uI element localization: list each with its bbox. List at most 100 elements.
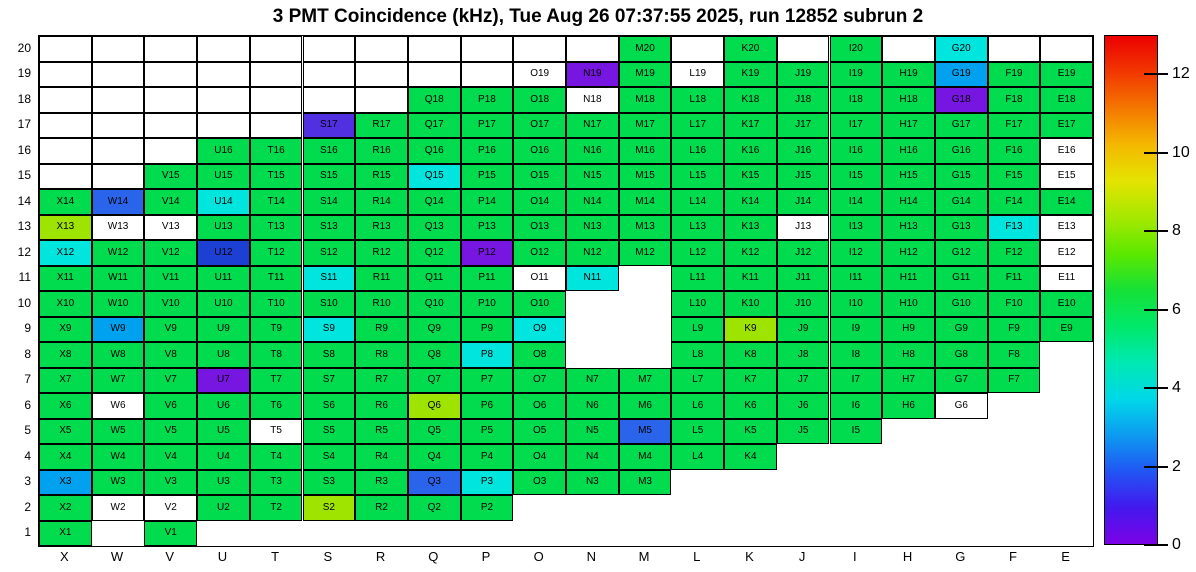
cell-W14: W14 [91, 189, 145, 215]
cell-Q4: Q4 [407, 444, 461, 470]
cell-K19: K19 [724, 61, 777, 87]
cell-M15: M15 [618, 163, 672, 189]
cell-N5: N5 [566, 418, 619, 444]
cell-R4: R4 [355, 444, 408, 470]
cell-F10: F10 [987, 291, 1041, 317]
x-tick-label-I: I [853, 549, 857, 564]
cell-T9: T9 [249, 316, 303, 342]
y-tick-label-19: 19 [17, 66, 31, 81]
x-tick-label-J: J [798, 549, 806, 564]
cell-Q17: Q17 [407, 112, 461, 138]
colorbar-tick-label-0: 0 [1172, 536, 1181, 553]
cell-N14: N14 [566, 189, 619, 215]
cell-Q2: Q2 [407, 495, 461, 521]
cell-J14: J14 [776, 189, 830, 215]
cell-T4: T4 [249, 444, 303, 470]
cell-W13: W13 [91, 214, 145, 240]
empty-cell-E20 [1040, 36, 1093, 62]
empty-cell-T20 [249, 36, 303, 62]
cell-H13: H13 [882, 214, 935, 240]
y-tick-label-5: 5 [24, 423, 31, 438]
cell-P13: P13 [460, 214, 514, 240]
cell-X5: X5 [39, 418, 92, 444]
empty-cell-X15 [39, 163, 92, 189]
cell-K13: K13 [724, 214, 777, 240]
cell-L12: L12 [671, 240, 725, 266]
cell-J16: J16 [776, 138, 830, 164]
cell-G11: G11 [934, 265, 988, 291]
cell-U11: U11 [197, 265, 250, 291]
cell-G9: G9 [934, 316, 988, 342]
cell-I20: I20 [829, 36, 883, 62]
cell-T14: T14 [249, 189, 303, 215]
x-tick-label-O: O [533, 549, 544, 564]
cell-L10: L10 [671, 291, 725, 317]
cell-O10: O10 [513, 291, 566, 317]
cell-M3: M3 [618, 469, 672, 495]
cell-G8: G8 [934, 342, 988, 368]
cell-J11: J11 [776, 265, 830, 291]
empty-cell-S19 [302, 61, 356, 87]
cell-G18: G18 [934, 87, 988, 113]
cell-K8: K8 [724, 342, 777, 368]
x-tick-label-N: N [586, 549, 597, 564]
cell-X2: X2 [39, 495, 92, 521]
empty-cell-W17 [91, 112, 145, 138]
y-tick-label-20: 20 [17, 40, 31, 55]
cell-L17: L17 [671, 112, 725, 138]
cell-M13: M13 [618, 214, 672, 240]
empty-cell-R19 [355, 61, 408, 87]
cell-S17: S17 [302, 112, 356, 138]
cell-R13: R13 [355, 214, 408, 240]
cell-N13: N13 [566, 214, 619, 240]
cell-T15: T15 [249, 163, 303, 189]
cell-M16: M16 [618, 138, 672, 164]
cell-G13: G13 [934, 214, 988, 240]
cell-Q15: Q15 [407, 163, 461, 189]
empty-cell-R20 [355, 36, 408, 62]
empty-cell-P19 [460, 61, 514, 87]
cell-O6: O6 [513, 393, 566, 419]
cell-R17: R17 [355, 112, 408, 138]
cell-V3: V3 [144, 469, 198, 495]
cell-P11: P11 [460, 265, 514, 291]
cell-U8: U8 [197, 342, 250, 368]
cell-U15: U15 [197, 163, 250, 189]
cell-T3: T3 [249, 469, 303, 495]
cell-N15: N15 [566, 163, 619, 189]
cell-U2: U2 [197, 495, 250, 521]
cell-W10: W10 [91, 291, 145, 317]
cell-K16: K16 [724, 138, 777, 164]
cell-L7: L7 [671, 367, 725, 393]
cell-G20: G20 [934, 36, 988, 62]
cell-V14: V14 [144, 189, 198, 215]
x-tick-label-K: K [745, 549, 754, 564]
cell-K5: K5 [724, 418, 777, 444]
cell-Q7: Q7 [407, 367, 461, 393]
cell-U9: U9 [197, 316, 250, 342]
y-tick-label-8: 8 [24, 346, 31, 361]
empty-cell-L20 [671, 36, 725, 62]
cell-E16: E16 [1040, 138, 1093, 164]
empty-cell-T19 [249, 61, 303, 87]
cell-O7: O7 [513, 367, 566, 393]
x-tick-label-V: V [165, 549, 175, 564]
cell-S2: S2 [302, 495, 356, 521]
y-tick-label-10: 10 [17, 295, 31, 310]
cell-G14: G14 [934, 189, 988, 215]
cell-W12: W12 [91, 240, 145, 266]
cell-M19: M19 [618, 61, 672, 87]
cell-U14: U14 [197, 189, 250, 215]
cell-L15: L15 [671, 163, 725, 189]
cell-N7: N7 [566, 367, 619, 393]
cell-N6: N6 [566, 393, 619, 419]
cell-T13: T13 [249, 214, 303, 240]
cell-U13: U13 [197, 214, 250, 240]
cell-H12: H12 [882, 240, 935, 266]
cell-G17: G17 [934, 112, 988, 138]
cell-P14: P14 [460, 189, 514, 215]
y-tick-label-7: 7 [24, 372, 31, 387]
cell-I19: I19 [829, 61, 883, 87]
y-tick-label-6: 6 [24, 397, 31, 412]
plot-area: X1 V1 X2 W2 V2 U2 T2 S2 R2 Q2 P2 X3 W3 V3 U3 T3 S3 R3 Q3 P3… [39, 36, 1093, 546]
